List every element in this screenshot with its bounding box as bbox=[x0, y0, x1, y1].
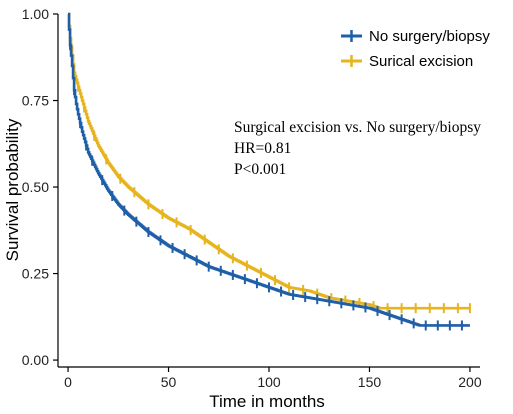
x-tick-label: 200 bbox=[458, 374, 482, 390]
x-tick-label: 0 bbox=[64, 374, 72, 390]
annotation-hr: HR=0.81 bbox=[234, 140, 291, 157]
y-ticks: 0.00 0.25 0.50 0.75 1.00 bbox=[22, 6, 58, 368]
annotation-comparison: Surgical excision vs. No surgery/biopsy bbox=[234, 119, 481, 136]
annotation-p-value: P<0.001 bbox=[234, 161, 286, 178]
legend-entry-surical-excision: Surical excision bbox=[341, 53, 473, 70]
x-tick-label: 100 bbox=[257, 374, 281, 390]
y-tick-label: 1.00 bbox=[22, 6, 49, 22]
y-axis-title: Survival probability bbox=[3, 118, 22, 261]
x-ticks: 0 50 100 150 200 bbox=[64, 367, 482, 390]
legend-label-surical-excision: Surical excision bbox=[369, 53, 473, 70]
legend-label-no-surgery: No surgery/biopsy bbox=[369, 28, 490, 45]
series-layer bbox=[67, 12, 471, 331]
x-tick-label: 50 bbox=[161, 374, 177, 390]
x-tick-label: 150 bbox=[358, 374, 382, 390]
legend-entry-no-surgery: No surgery/biopsy bbox=[341, 28, 490, 45]
y-tick-label: 0.75 bbox=[22, 93, 49, 109]
x-axis-title: Time in months bbox=[209, 392, 325, 411]
y-tick-label: 0.50 bbox=[22, 179, 49, 195]
legend: No surgery/biopsy Surical excision bbox=[341, 28, 490, 70]
y-tick-label: 0.25 bbox=[22, 266, 49, 282]
annotation-block: Surgical excision vs. No surgery/biopsy … bbox=[234, 119, 481, 178]
y-tick-label: 0.00 bbox=[22, 352, 49, 368]
series-no-surgery bbox=[67, 12, 470, 331]
